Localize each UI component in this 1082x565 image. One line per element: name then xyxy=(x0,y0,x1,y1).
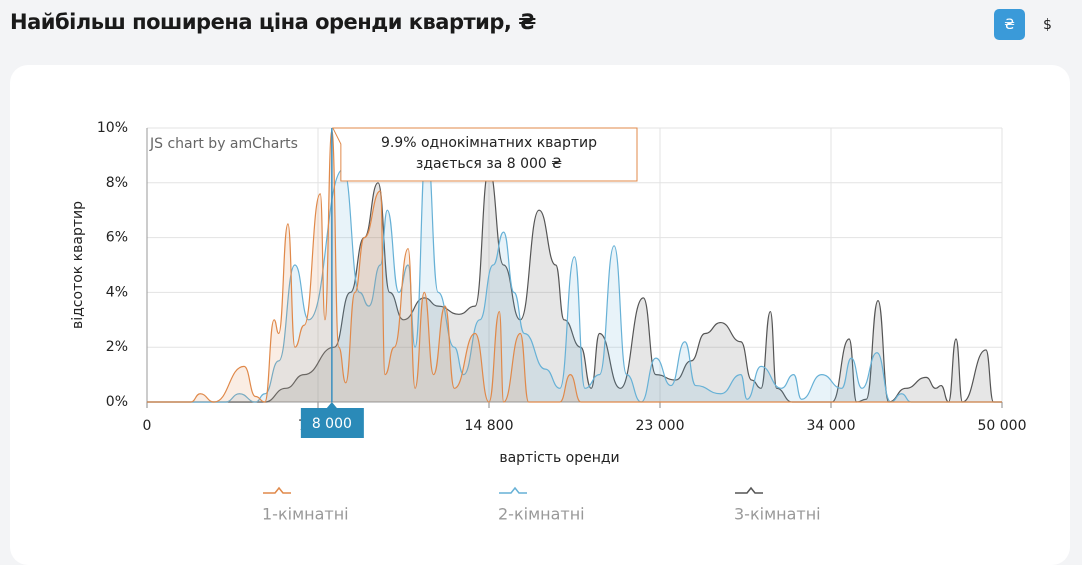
x-tick-label: 50 000 xyxy=(978,418,1027,434)
area-fill xyxy=(147,169,1002,402)
legend-icon xyxy=(263,486,291,494)
series-line xyxy=(147,141,1002,403)
area-fill xyxy=(147,141,1002,402)
tooltip-text: здається за 8 000 ₴ xyxy=(416,156,562,172)
x-tick-label: 0 xyxy=(143,418,152,434)
x-tick-label: 34 000 xyxy=(807,418,856,434)
legend-label: 1-кімнатні xyxy=(262,505,349,524)
page: {"header": {"title": "Найбільш поширена … xyxy=(10,9,1070,565)
currency-button[interactable]: $ xyxy=(1043,16,1052,33)
y-tick-label: 2% xyxy=(106,339,128,355)
legend-label: 3-кімнатні xyxy=(734,505,821,524)
cursor-label-arrow xyxy=(326,402,337,408)
cursor-label-bg xyxy=(300,408,364,438)
legend-label: 2-кімнатні xyxy=(498,505,585,524)
y-tick-label: 8% xyxy=(106,175,128,191)
watermark: JS chart by amCharts xyxy=(149,136,298,152)
tooltip-box xyxy=(332,127,638,182)
x-tick-label: 23 000 xyxy=(636,418,685,434)
x-axis-label: вартість оренди xyxy=(499,450,619,466)
page-title: Найбільш поширена ціна оренди квартир, ₴ xyxy=(10,10,536,34)
area-fill xyxy=(147,130,1002,403)
y-tick-label: 4% xyxy=(106,284,128,300)
y-tick-label: 6% xyxy=(106,230,128,246)
legend-icon xyxy=(499,486,527,494)
y-tick-label: 10% xyxy=(97,120,128,136)
tooltip-text: 9.9% однокімнатних квартир xyxy=(381,135,597,151)
x-tick-label: 14 800 xyxy=(465,418,514,434)
cursor-label: 8 000 xyxy=(312,416,352,432)
currency-button[interactable]: ₴ xyxy=(994,9,1025,40)
y-axis-label: відсоток квартир xyxy=(70,201,86,329)
series-line xyxy=(147,130,1002,403)
y-tick-label: 0% xyxy=(106,394,128,410)
legend-icon xyxy=(735,486,763,494)
series-line xyxy=(147,168,1002,403)
